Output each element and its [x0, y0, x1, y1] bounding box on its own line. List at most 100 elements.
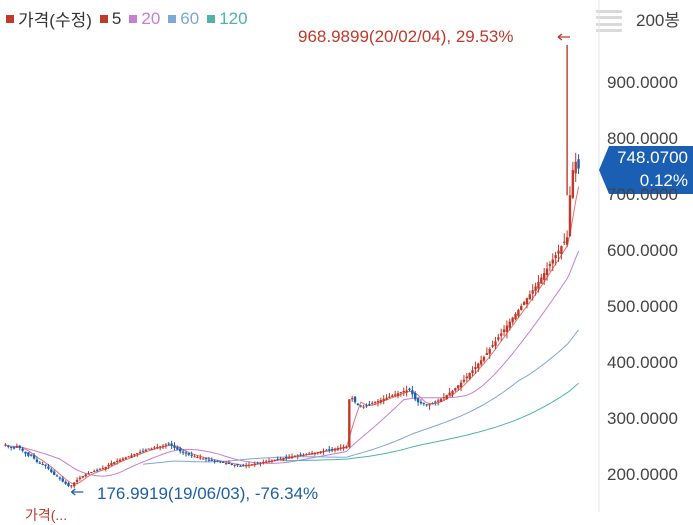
high-arrow-icon — [557, 33, 570, 41]
candle-body — [328, 449, 331, 451]
candle-body — [196, 456, 199, 458]
candle-body — [167, 443, 170, 445]
candle-body — [560, 246, 563, 255]
candle-body — [345, 446, 348, 449]
legend-item-ma5[interactable]: 5 — [99, 8, 122, 29]
candle-body — [379, 399, 383, 403]
candle-body — [15, 445, 19, 448]
candle-body — [545, 268, 549, 275]
price-chart[interactable]: 748.0700 0.12% — [0, 0, 693, 512]
candle-body — [193, 456, 196, 458]
candle-body — [290, 456, 294, 459]
candle-body — [18, 445, 21, 449]
candle-body — [24, 451, 27, 454]
legend-item-price[interactable]: 가격(수정) — [6, 6, 92, 31]
candle-body — [571, 170, 575, 198]
candle-body — [411, 390, 414, 395]
candle-body — [256, 462, 259, 464]
candle-body — [517, 309, 520, 316]
candle-body — [176, 447, 179, 450]
legend-item-ma60[interactable]: 60 — [168, 9, 199, 29]
candle-body — [565, 237, 569, 245]
current-price-value: 748.0700 — [617, 148, 688, 167]
candle-body — [110, 463, 113, 466]
candle-body — [557, 250, 560, 254]
candle-body — [514, 313, 517, 320]
candle-body — [64, 481, 67, 484]
high-low-markers — [70, 33, 570, 496]
candle-body — [457, 385, 460, 389]
candle-body — [12, 447, 16, 449]
candle-body — [479, 360, 483, 365]
candle-body — [548, 264, 552, 267]
legend-label-ma20: 20 — [141, 8, 161, 28]
candle-body — [419, 401, 423, 404]
candle-body — [115, 460, 119, 462]
candle-body — [259, 462, 262, 464]
ma120-line — [280, 382, 579, 462]
candle-body — [540, 277, 543, 284]
candle-body — [285, 456, 288, 458]
candle-body — [525, 298, 529, 305]
candle-body — [265, 461, 268, 463]
candle-body — [342, 446, 345, 449]
candle-body — [445, 394, 448, 400]
candle-body — [296, 455, 299, 457]
candles — [4, 44, 580, 489]
candle-body — [21, 448, 24, 451]
ma20-line — [5, 250, 580, 477]
candle-body — [362, 406, 365, 408]
candle-body — [399, 392, 403, 394]
candle-body — [27, 452, 30, 456]
candle-body — [141, 450, 145, 452]
candle-body — [282, 458, 285, 460]
candle-body — [247, 464, 251, 466]
y-tick-label: 300.0000 — [607, 408, 678, 428]
y-tick-label: 500.0000 — [607, 297, 678, 317]
legend-label-ma5: 5 — [111, 8, 122, 28]
candle-body — [442, 397, 446, 399]
candle-body — [121, 458, 125, 461]
legend-item-ma120[interactable]: 120 — [207, 9, 248, 29]
candle-body — [210, 460, 213, 462]
candle-body — [373, 402, 377, 404]
candle-body — [147, 448, 150, 450]
legend-swatch-ma120 — [207, 14, 216, 23]
candle-body — [477, 363, 480, 369]
candle-body — [78, 477, 82, 480]
current-price-badge: 748.0700 0.12% — [599, 146, 693, 194]
candle-body — [302, 454, 305, 456]
candle-body — [465, 376, 469, 379]
candle-body — [574, 161, 577, 174]
candle-body — [7, 445, 10, 447]
candle-body — [153, 447, 156, 449]
candle-body — [41, 463, 44, 465]
candle-body — [32, 455, 36, 459]
y-tick-label: 400.0000 — [607, 353, 678, 373]
hamburger-menu-icon[interactable] — [596, 6, 622, 36]
candle-body — [244, 465, 248, 467]
candle-body — [170, 443, 173, 446]
candle-body — [173, 445, 176, 449]
candle-body — [107, 464, 110, 467]
candle-body — [299, 454, 302, 456]
candle-body — [368, 404, 371, 406]
candle-body — [44, 464, 47, 466]
legend-item-ma20[interactable]: 20 — [129, 9, 160, 29]
candle-body — [468, 373, 471, 379]
candle-body — [207, 459, 211, 461]
y-tick-label: 600.0000 — [607, 241, 678, 261]
candle-body — [474, 366, 477, 370]
y-tick-label: 800.0000 — [607, 129, 678, 149]
ma60-line — [142, 329, 579, 465]
candle-body — [179, 448, 182, 452]
candle-body — [371, 403, 374, 405]
period-label[interactable]: 200봉 — [636, 11, 681, 30]
candle-body — [339, 447, 342, 449]
candle-body — [35, 459, 39, 462]
candle-body — [313, 452, 317, 455]
candle-body — [55, 475, 59, 477]
candle-body — [201, 458, 205, 460]
candle-body — [330, 448, 334, 450]
candle-body — [279, 458, 282, 460]
